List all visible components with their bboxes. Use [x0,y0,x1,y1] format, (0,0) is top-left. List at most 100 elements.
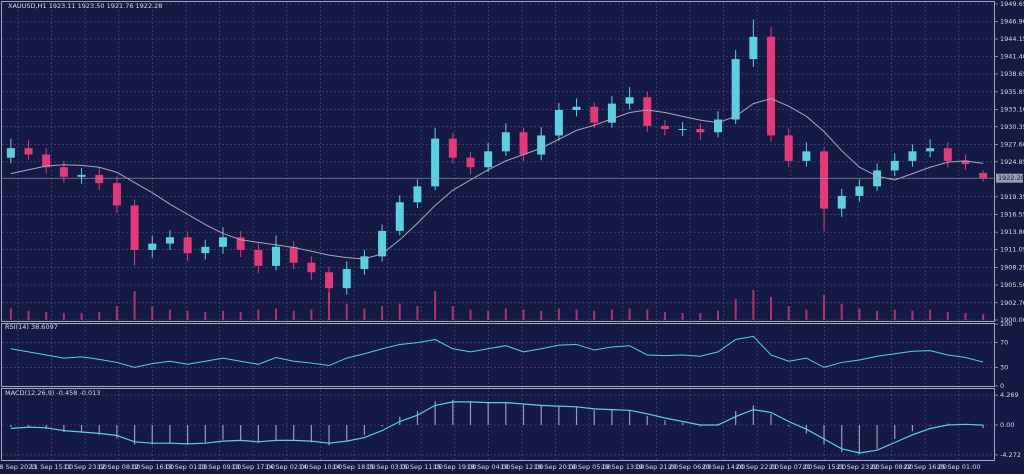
volume-bar [557,308,560,320]
candle-body [607,103,616,123]
candle-body [112,183,121,206]
x-tick-label: 12 Sep 08:00 [97,463,140,471]
volume-bar [840,303,843,320]
macd-histogram-bar [469,401,472,425]
x-tick-label: 12 Sep 16:00 [131,463,174,471]
volume-bar [876,310,879,320]
macd-histogram-bar [133,425,136,445]
volume-bar [133,291,136,320]
volume-bar [734,299,737,320]
macd-histogram-bar [275,425,277,440]
candle-body [802,151,811,161]
y-tick-label: 1930.35 [1000,123,1024,131]
candle-body [855,186,864,196]
candle-body [537,135,546,155]
y-tick-label: 1946.90 [1000,18,1024,26]
macd-title: MACD(12,26,9) -0.458 -0.013 [5,389,100,397]
volume-bar [593,310,596,320]
candle-body [59,167,68,177]
macd-histogram-bar [63,425,65,432]
volume-bar [115,306,118,320]
x-tick-label: 15 Sep 03:00 [366,463,409,471]
volume-bar [575,309,578,320]
rsi-title: RSI(14) 38.6097 [5,323,58,331]
candle-body [943,148,952,161]
volume-bar [62,313,65,320]
x-tick-label: 15 Sep 19:00 [433,463,476,471]
candle-body [731,59,740,120]
volume-bar [469,309,472,320]
macd-histogram-bar [858,425,861,455]
x-tick-label: 14 Sep 18:00 [332,463,375,471]
volume-bar [646,309,649,320]
y-tick-label: 1900.00 [1000,316,1024,324]
macd-histogram-bar [540,405,542,425]
candle-body [6,148,15,158]
volume-bar [80,313,83,320]
candle-body [42,154,51,168]
candle-body [24,148,33,155]
candle-body [325,272,334,289]
macd-histogram-bar [522,404,525,425]
volume-bar [752,290,755,320]
volume-bar [504,308,507,320]
candle-body [448,138,457,158]
macd-histogram-bar [505,401,507,425]
y-tick-label: 1924.85 [1000,158,1024,166]
candle-body [165,237,174,244]
x-tick-label: 13 Sep 17:00 [232,463,275,471]
y-tick-label: 1913.80 [1000,228,1024,236]
volume-bar [186,310,189,320]
volume-bar [487,310,490,320]
macd-histogram-bar [929,425,931,426]
x-tick-label: 13 Sep 09:00 [198,463,241,471]
y-tick-label: 1905.50 [1000,281,1024,289]
macd-histogram-bar [841,425,843,453]
volume-bar [522,309,525,320]
macd-histogram-bar [593,410,595,425]
macd-histogram-bar [982,425,984,429]
candle-body [77,174,86,177]
macd-histogram-bar [204,425,206,443]
macd-histogram-bar [310,425,312,443]
volume-bar [787,306,790,320]
macd-histogram-bar [788,425,790,427]
volume-bar [858,308,861,320]
volume-bar [239,311,242,320]
candle-body [926,148,935,152]
candle-body [979,172,988,179]
x-tick-label: 22 Sep 16:00 [904,463,947,471]
candle-body [289,246,298,263]
candle-body [272,246,281,266]
candle-body [360,256,369,270]
macd-histogram-bar [611,409,613,425]
candle-body [643,97,652,126]
y-tick-label: 1933.10 [1000,105,1024,113]
macd-histogram-bar [823,425,825,445]
candle-body [413,186,422,203]
rsi-line [10,335,984,368]
candle-body [148,243,157,250]
x-tick-label: 11 Sep 23:00 [64,463,107,471]
macd-histogram-bar [575,406,578,425]
candle-body [431,138,440,187]
macd-histogram-bar [646,415,648,425]
candle-body [130,205,139,250]
macd-histogram-bar [98,425,100,435]
macd-histogram-bar [770,413,772,425]
x-tick-label: 13 Sep 01:00 [164,463,207,471]
macd-histogram-bar [399,416,401,425]
volume-bar [221,310,224,320]
x-tick-label: 8 Sep 2023 [0,463,37,471]
volume-bar [964,313,967,320]
candle-body [572,106,581,110]
candle-body [625,97,634,104]
x-tick-label: 15 Sep 11:00 [400,463,443,471]
candle-body [660,125,669,130]
macd-histogram-bar [363,425,366,435]
volume-bar [540,310,543,320]
y-tick-label: 1944.15 [1000,35,1024,43]
macd-histogram-bar [487,401,489,425]
volume-bar [275,308,278,320]
volume-bar [823,294,826,320]
